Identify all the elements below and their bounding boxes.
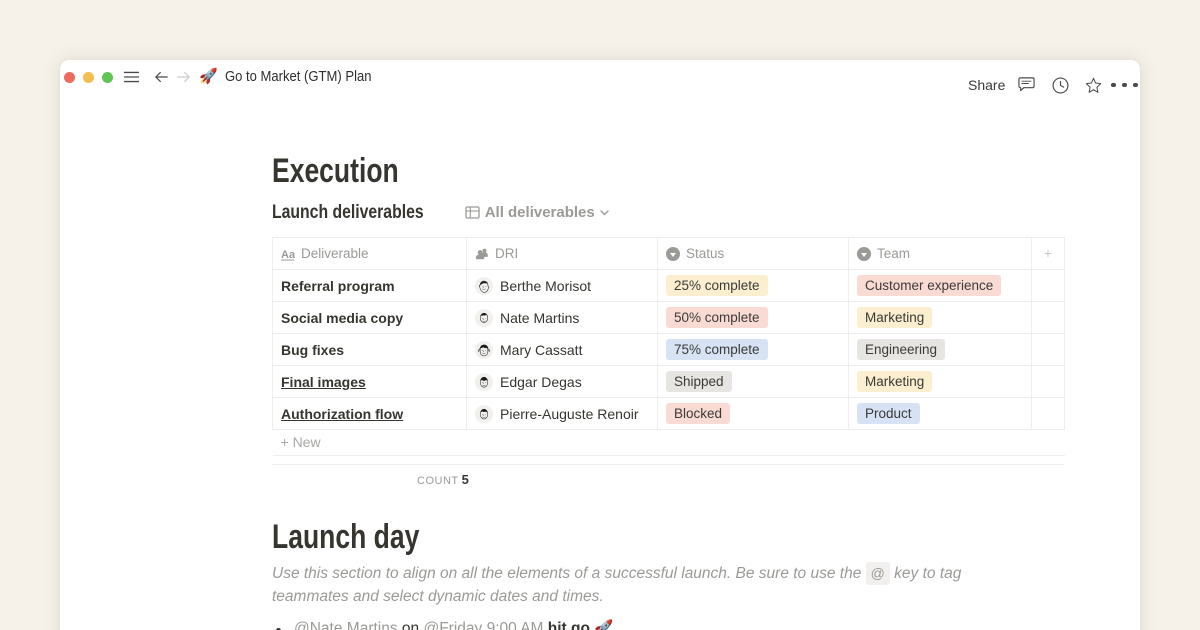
svg-text:Aa: Aa <box>281 249 295 261</box>
